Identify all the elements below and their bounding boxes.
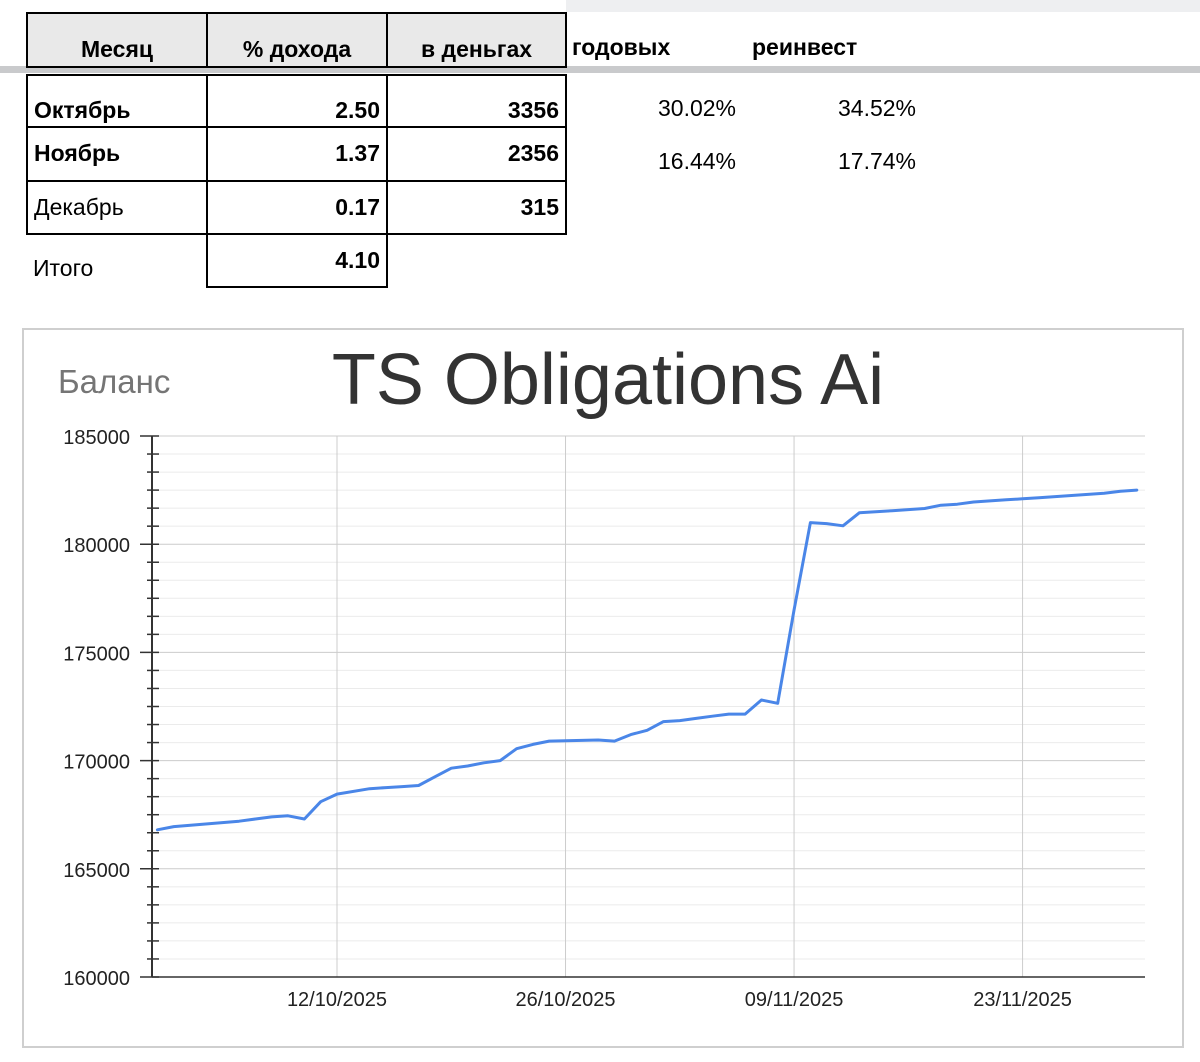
top-strip (566, 0, 1200, 12)
chart-ylabel: Баланс (58, 363, 170, 400)
y-tick-label: 175000 (63, 643, 130, 665)
x-tick-label: 26/10/2025 (515, 989, 615, 1011)
row-november-reinvest: 17.74% (838, 148, 917, 174)
x-tick-label: 09/11/2025 (745, 989, 844, 1011)
total-percent: 4.10 (206, 233, 388, 288)
y-tick-label: 160000 (63, 968, 130, 990)
chart-frame (22, 328, 1184, 1048)
grid (152, 435, 1145, 977)
header-reinvest: реинвест (752, 34, 858, 60)
header-annual: годовых (572, 34, 671, 60)
row-october-reinvest: 34.52% (838, 95, 917, 121)
y-tick-label: 170000 (63, 752, 130, 774)
balance-line (155, 488, 1139, 832)
x-tick-label: 12/10/2025 (287, 989, 387, 1011)
row-december-month: Декабрь (26, 180, 208, 235)
row-december-money: 315 (386, 180, 567, 235)
y-tick-label: 165000 (63, 860, 130, 882)
row-october-annual: 30.02% (658, 95, 737, 121)
header-percent-income: % дохода (206, 12, 388, 68)
axes: 185000 180000 175000 170000 165000 160000 12/1… (63, 427, 1145, 1011)
total-label: Итого (33, 255, 94, 281)
chart-title: TS Obligations Ai (332, 340, 884, 420)
row-november-annual: 16.44% (658, 148, 737, 174)
header-divider (0, 66, 1200, 73)
x-tick-label: 23/11/2025 (973, 989, 1072, 1011)
y-tick-label: 185000 (63, 427, 130, 449)
header-month: Месяц (26, 12, 208, 68)
y-tick-label: 180000 (63, 535, 130, 557)
header-money: в деньгах (386, 12, 567, 68)
series (155, 488, 1139, 832)
